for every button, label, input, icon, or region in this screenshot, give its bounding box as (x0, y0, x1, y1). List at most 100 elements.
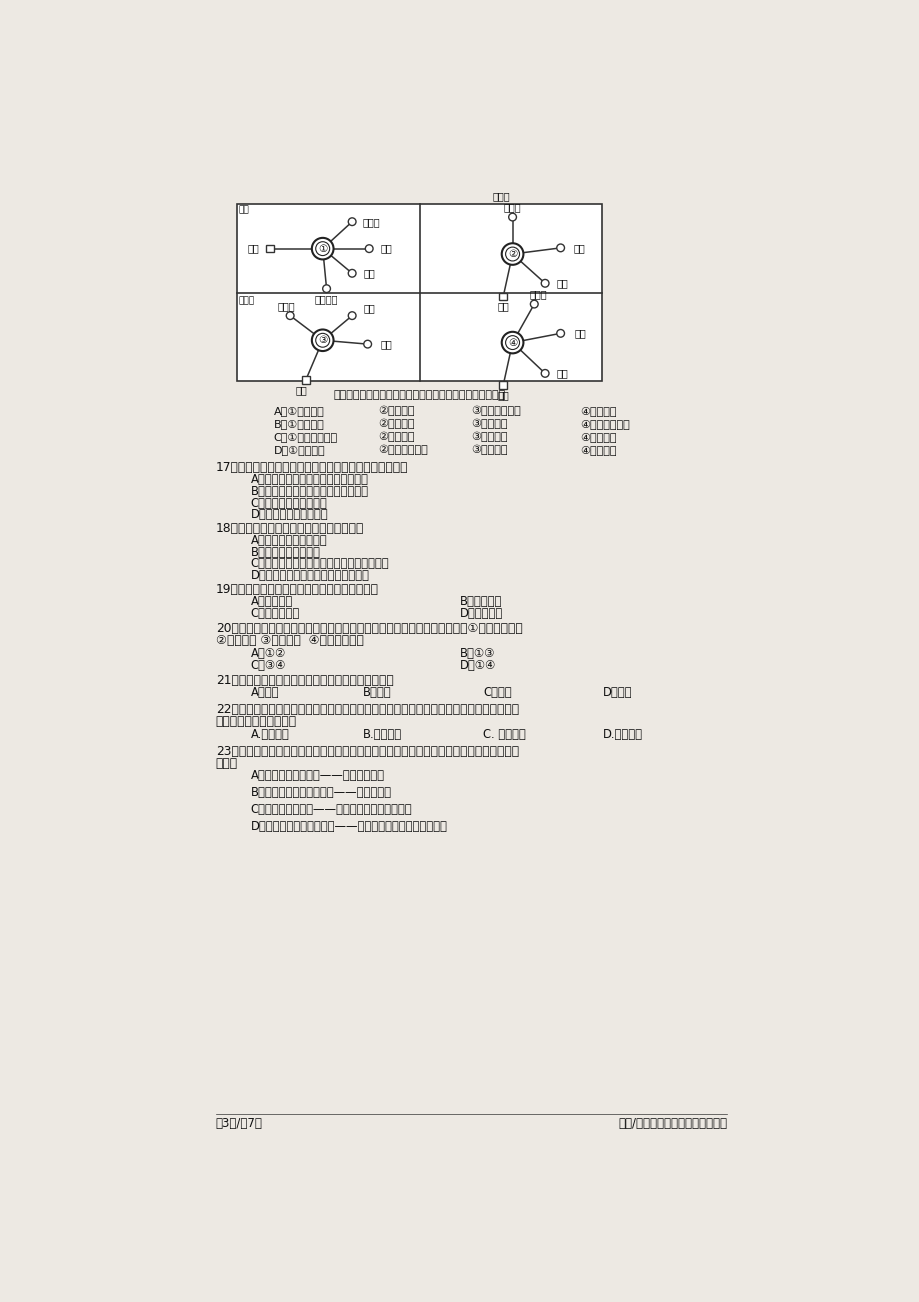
Text: 23．工业生产布局受自然、人文资源因素的影响。下列工业布局与其所对应的主导因素不匹: 23．工业生产布局受自然、人文资源因素的影响。下列工业布局与其所对应的主导因素不… (216, 745, 518, 758)
Text: 19．我国电脑厂家大都使用奔腾处理器的原因是: 19．我国电脑厂家大都使用奔腾处理器的原因是 (216, 583, 379, 596)
Text: ②是炼铝厂: ②是炼铝厂 (378, 419, 414, 430)
Text: 第3页/共7页: 第3页/共7页 (216, 1117, 262, 1130)
Text: A．黑龙江木材加工业——森林资源丰富: A．黑龙江木材加工业——森林资源丰富 (250, 769, 384, 783)
Text: C．③④: C．③④ (250, 659, 286, 672)
Text: B．①③: B．①③ (460, 647, 494, 660)
Text: D．产品体积小，价值高: D．产品体积小，价值高 (250, 508, 328, 521)
Text: 20．因特尔公司在东南亚及墨西哥等地建立了自己的分公司，最主要原因是①信息通达性好: 20．因特尔公司在东南亚及墨西哥等地建立了自己的分公司，最主要原因是①信息通达性… (216, 622, 522, 635)
Bar (499, 381, 506, 389)
Text: D．沈阳: D．沈阳 (603, 686, 632, 699)
Circle shape (556, 329, 564, 337)
Circle shape (315, 242, 329, 255)
Text: 市场: 市场 (497, 389, 508, 400)
Circle shape (323, 285, 330, 293)
Text: D．①是啤酒厂: D．①是啤酒厂 (274, 445, 325, 454)
Text: D．从业人员具有高水平的知识和技能: D．从业人员具有高水平的知识和技能 (250, 569, 369, 582)
Text: C．产品体积小，价值低: C．产品体积小，价值低 (250, 496, 327, 509)
Circle shape (505, 247, 519, 260)
Text: ③是电子装配厂: ③是电子装配厂 (471, 406, 521, 417)
Text: 炼铝厂、制糖厂、电子装配厂和啤酒厂四种工业布局模式图: 炼铝厂、制糖厂、电子装配厂和啤酒厂四种工业布局模式图 (333, 391, 505, 400)
Text: 种购物袋的生产厂应接近: 种购物袋的生产厂应接近 (216, 715, 297, 728)
Circle shape (286, 311, 294, 319)
Text: ②: ② (507, 249, 516, 259)
Text: ①: ① (318, 243, 327, 254)
Text: ④: ④ (507, 337, 516, 348)
Text: 原料: 原料 (380, 339, 391, 349)
Text: 能源: 能源 (380, 243, 391, 254)
Text: 命题/审题：周亚玲、林艺、邹语佳: 命题/审题：周亚玲、林艺、邹语佳 (618, 1117, 726, 1130)
Circle shape (501, 243, 523, 264)
Text: 市场: 市场 (497, 301, 508, 311)
Circle shape (363, 340, 371, 348)
Text: 劳动力: 劳动力 (528, 289, 547, 299)
Circle shape (312, 329, 334, 352)
Circle shape (540, 370, 549, 378)
Text: C．新产品研发费用在销售额中所占比重较低: C．新产品研发费用在销售额中所占比重较低 (250, 557, 389, 570)
Text: ④是炼铝厂: ④是炼铝厂 (579, 445, 616, 454)
Text: C．上海: C．上海 (482, 686, 511, 699)
Text: D．北京中关村电子信息业——高等院校、科研院所人才聚集: D．北京中关村电子信息业——高等院校、科研院所人才聚集 (250, 820, 447, 833)
Text: 市场: 市场 (296, 385, 307, 396)
Text: ④是电子装配厂: ④是电子装配厂 (579, 419, 630, 428)
Circle shape (556, 243, 564, 251)
Text: D．广告效应: D．广告效应 (460, 608, 503, 621)
Text: ②接近市场 ③地租低廉  ④劳动力价格低: ②接近市场 ③地租低廉 ④劳动力价格低 (216, 634, 363, 647)
Text: ③是制糖厂: ③是制糖厂 (471, 419, 507, 430)
Text: 市场: 市场 (239, 206, 249, 215)
Text: C．技术含量高: C．技术含量高 (250, 608, 300, 621)
Bar (266, 245, 274, 253)
Text: 配的是: 配的是 (216, 756, 238, 769)
Circle shape (348, 217, 356, 225)
Text: ②是电子装配厂: ②是电子装配厂 (378, 445, 427, 456)
Text: ③是制糖厂: ③是制糖厂 (471, 445, 507, 456)
Circle shape (508, 214, 516, 221)
Text: D.研发基地: D.研发基地 (603, 728, 642, 741)
Text: 18．下列关于因特尔产品的叙述不正确的是: 18．下列关于因特尔产品的叙述不正确的是 (216, 522, 364, 535)
Text: A．合肥: A．合肥 (250, 686, 278, 699)
Text: C．①是电子装配厂: C．①是电子装配厂 (274, 432, 337, 441)
Text: B．内蒙古呼和浩特乳品业——劳动力密集: B．内蒙古呼和浩特乳品业——劳动力密集 (250, 786, 391, 799)
Text: ③是制糖厂: ③是制糖厂 (471, 432, 507, 443)
Text: A．①是炼铝厂: A．①是炼铝厂 (274, 406, 324, 415)
Bar (237, 204, 601, 381)
Circle shape (505, 336, 519, 349)
Text: 原料: 原料 (363, 268, 375, 279)
Text: ③: ③ (318, 336, 327, 345)
Circle shape (501, 332, 523, 353)
Circle shape (315, 333, 329, 348)
Text: 市场: 市场 (247, 243, 258, 254)
Text: 能源: 能源 (363, 303, 375, 312)
Text: B．产品面向世界市场: B．产品面向世界市场 (250, 546, 320, 559)
Text: 优质水源: 优质水源 (314, 294, 338, 303)
Text: B．在产品的生产过程中，原料损耗小: B．在产品的生产过程中，原料损耗小 (250, 486, 369, 499)
Text: 原料: 原料 (556, 279, 567, 288)
Text: 17．下列选项中，运输成本对工业区位选择影响最小的是: 17．下列选项中，运输成本对工业区位选择影响最小的是 (216, 461, 408, 474)
Text: ②是啤酒厂: ②是啤酒厂 (378, 406, 414, 417)
Text: A.原料产地: A.原料产地 (250, 728, 289, 741)
Text: B．①是啤酒厂: B．①是啤酒厂 (274, 419, 324, 428)
Text: A．①②: A．①② (250, 647, 286, 660)
Bar (301, 376, 309, 384)
Circle shape (348, 311, 356, 319)
Text: 劳动力: 劳动力 (239, 297, 255, 306)
Text: 劳动力: 劳动力 (492, 191, 509, 202)
Circle shape (312, 238, 334, 259)
Text: 劳动力: 劳动力 (278, 301, 295, 311)
Text: ②是炼铝厂: ②是炼铝厂 (378, 432, 414, 443)
Text: 21．下列城市，主要围绕某个大型企业发展起来的是: 21．下列城市，主要围绕某个大型企业发展起来的是 (216, 673, 393, 686)
Text: B．十堰: B．十堰 (363, 686, 391, 699)
Text: D．①④: D．①④ (460, 659, 495, 672)
Text: 劳动力: 劳动力 (362, 216, 380, 227)
Text: B.销售市场: B.销售市场 (363, 728, 402, 741)
Circle shape (540, 280, 549, 288)
Text: A．国家政策: A．国家政策 (250, 595, 292, 608)
Text: 能源: 能源 (573, 328, 585, 339)
Bar (499, 293, 506, 301)
Text: 劳动力: 劳动力 (504, 202, 521, 212)
Circle shape (365, 245, 373, 253)
Text: 22．近期研制出利用玉米叶片加工、编织购物袋的技术，这种购物袋易分解且物美价廉，该: 22．近期研制出利用玉米叶片加工、编织购物袋的技术，这种购物袋易分解且物美价廉，… (216, 703, 518, 716)
Text: 能源: 能源 (573, 243, 584, 253)
Text: C．浙江杭州丝绸业——蚕丝产地，产业历史悠久: C．浙江杭州丝绸业——蚕丝产地，产业历史悠久 (250, 803, 412, 816)
Circle shape (348, 270, 356, 277)
Text: ④是啤酒厂: ④是啤酒厂 (579, 432, 616, 441)
